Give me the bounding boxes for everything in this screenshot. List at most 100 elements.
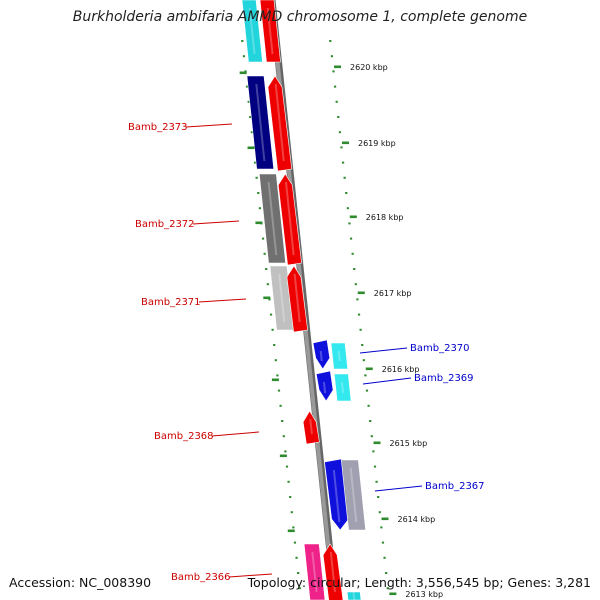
tick-label: 2616 kbp <box>382 365 420 374</box>
feature-highlight <box>349 467 358 523</box>
tick-dot <box>340 146 343 149</box>
tick-dot <box>337 116 340 118</box>
gene-label-bamb-2372: Bamb_2372 <box>135 219 195 230</box>
tick-dot <box>370 435 373 438</box>
scale-tick-labels: 2620 kbp 2619 kbp 2618 kbp 2617 kbp 2616 kbp… <box>350 63 443 599</box>
tick-dot <box>335 100 338 103</box>
tick-dot <box>242 55 245 58</box>
tick-dot <box>378 511 381 514</box>
gene-leader-line <box>211 431 260 437</box>
feature-track-background <box>246 0 389 600</box>
tick-dot <box>349 237 353 240</box>
tick-dot <box>338 131 341 134</box>
tick-label: 2618 kbp <box>366 213 404 222</box>
feature-highlight <box>332 469 341 523</box>
feature-block-red <box>277 173 302 266</box>
feature-block-steel <box>340 459 366 531</box>
feature-highlight <box>278 273 286 323</box>
feature-block-blue <box>315 370 334 402</box>
tick-dot <box>241 40 244 42</box>
gene-label-bamb-2371: Bamb_2371 <box>141 297 201 308</box>
tick-dot <box>277 389 281 392</box>
gene-label-bamb-2366: Bamb_2366 <box>171 572 231 583</box>
tick-dot <box>332 70 335 73</box>
tick-dot <box>271 328 274 331</box>
tick-dot <box>369 420 372 422</box>
tick-dot <box>372 450 375 453</box>
gene-label-bamb-2368: Bamb_2368 <box>154 431 214 442</box>
tick-dot <box>279 404 282 407</box>
minor-tick <box>271 378 279 382</box>
tick-dot <box>348 222 351 225</box>
tick-dot <box>377 496 380 498</box>
feature-highlight <box>267 181 278 256</box>
scale-ticks <box>239 65 397 596</box>
feature-block-blue <box>312 339 331 370</box>
tick-dot <box>330 55 333 58</box>
tick-dot <box>245 85 249 88</box>
tick-dot <box>343 176 346 179</box>
tick-dot <box>263 252 266 255</box>
tick-dot <box>268 298 271 301</box>
feature-block-blue <box>324 458 349 531</box>
feature-highlight <box>248 7 256 55</box>
tick-label: 2619 kbp <box>358 139 396 148</box>
gene-label-bamb-2369: Bamb_2369 <box>414 373 474 384</box>
feature-highlight <box>284 181 295 256</box>
feature-block-gray <box>258 173 286 264</box>
topology-text: Topology: circular; Length: 3,556,545 bp… <box>247 575 591 590</box>
feature-highlight <box>309 418 313 435</box>
tick-dot <box>383 556 386 559</box>
feature-block-cyan <box>330 342 349 370</box>
tick-dot <box>274 359 277 362</box>
minor-tick <box>279 454 287 458</box>
tick-dot <box>356 298 359 301</box>
gene-leader-line <box>198 298 247 303</box>
tick-dot <box>385 572 388 574</box>
tick-dot <box>255 176 258 179</box>
tick-dot <box>282 435 285 438</box>
feature-block-red <box>322 543 344 600</box>
tick-label: 2615 kbp <box>390 439 428 448</box>
tick-dot <box>351 252 354 255</box>
accession-text: Accession: NC_008390 <box>9 575 152 590</box>
tick-dot <box>364 374 367 377</box>
minor-tick <box>263 296 271 300</box>
tick-dot-rows <box>241 40 389 590</box>
major-tick <box>349 215 357 219</box>
feature-highlight <box>337 350 341 362</box>
tick-dot <box>333 85 337 88</box>
tick-dot <box>258 207 261 210</box>
tick-dot <box>367 404 370 407</box>
feature-blocks <box>241 0 366 600</box>
tick-dot <box>365 389 369 392</box>
tick-dot <box>249 116 252 118</box>
tick-dot <box>298 587 301 590</box>
tick-dot <box>253 161 257 164</box>
feature-highlight <box>340 381 345 394</box>
minor-tick <box>255 221 263 225</box>
gene-leader-line <box>374 485 423 492</box>
tick-dot <box>250 131 253 134</box>
tick-dot <box>380 526 383 529</box>
tick-dot <box>381 541 385 544</box>
tick-dot <box>362 359 365 362</box>
label-leader-lines <box>185 123 423 578</box>
feature-highlight <box>293 273 301 323</box>
feature-highlight <box>255 83 266 162</box>
tick-dot <box>293 541 297 544</box>
tick-dot <box>257 192 260 194</box>
tick-dot <box>386 587 389 590</box>
tick-dot <box>281 420 284 422</box>
tick-dot <box>375 480 378 483</box>
major-tick <box>373 441 381 445</box>
gene-leader-line <box>228 573 273 578</box>
feature-block-cyan <box>333 373 352 402</box>
feature-highlight <box>322 381 327 394</box>
feature-block-red <box>286 265 308 333</box>
feature-block-cyan <box>346 591 362 600</box>
major-tick <box>365 367 373 371</box>
feature-highlight <box>274 83 285 162</box>
feature-highlight <box>352 591 356 600</box>
tick-dot <box>284 450 287 453</box>
